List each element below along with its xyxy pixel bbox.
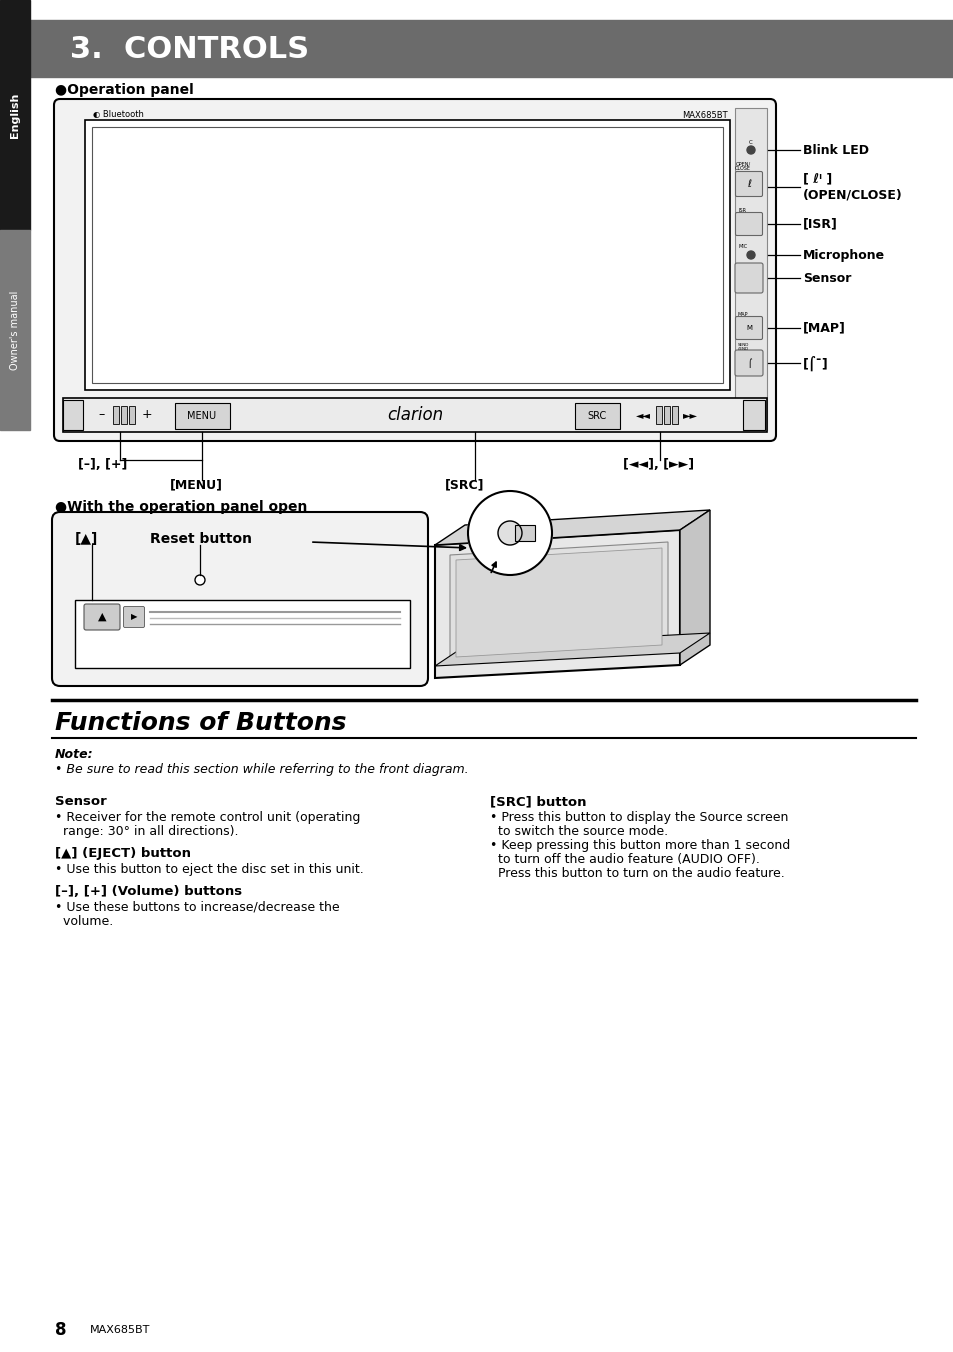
Text: [◄◄], [►►]: [◄◄], [►►] (622, 458, 694, 472)
Text: [MENU]: [MENU] (170, 479, 223, 492)
Text: ◄◄: ◄◄ (635, 410, 650, 420)
Text: MENU: MENU (187, 411, 216, 420)
FancyBboxPatch shape (735, 316, 761, 339)
Text: MIC: MIC (738, 243, 747, 249)
Bar (85, 120, 729, 389)
Bar (91, 127, 722, 383)
Bar (656, 406, 661, 425)
FancyBboxPatch shape (54, 99, 775, 441)
Text: /END: /END (738, 347, 747, 352)
FancyBboxPatch shape (734, 350, 762, 376)
Text: [ ℓᴵ ]
(OPEN/CLOSE): [ ℓᴵ ] (OPEN/CLOSE) (802, 173, 902, 201)
Bar (63, 397, 766, 433)
Bar (0, 230, 30, 430)
Text: to switch the source mode.: to switch the source mode. (490, 825, 667, 838)
Text: ►►: ►► (681, 410, 697, 420)
Text: [–], [+]: [–], [+] (78, 458, 128, 472)
FancyBboxPatch shape (123, 607, 144, 627)
Text: 8: 8 (55, 1321, 67, 1338)
Bar (0, 0, 30, 230)
Bar (671, 406, 678, 425)
Bar (174, 403, 230, 429)
FancyBboxPatch shape (735, 172, 761, 196)
Polygon shape (456, 548, 661, 657)
Circle shape (468, 491, 552, 575)
Polygon shape (435, 530, 679, 677)
Circle shape (194, 575, 205, 585)
Text: clarion: clarion (387, 406, 442, 425)
Bar (575, 403, 619, 429)
Text: OPEN/: OPEN/ (735, 161, 750, 166)
Text: Functions of Buttons: Functions of Buttons (55, 711, 346, 735)
Text: [▲]: [▲] (75, 531, 98, 546)
Bar (515, 525, 535, 541)
Text: ◐ Bluetooth: ◐ Bluetooth (92, 111, 144, 119)
Bar (121, 406, 127, 425)
Bar (75, 600, 410, 668)
Text: SEND: SEND (737, 343, 748, 347)
Text: • Use these buttons to increase/decrease the: • Use these buttons to increase/decrease… (55, 900, 339, 914)
Text: 3.  CONTROLS: 3. CONTROLS (70, 35, 309, 64)
Text: • Use this button to eject the disc set in this unit.: • Use this button to eject the disc set … (55, 863, 363, 876)
Text: [⌠¯]: [⌠¯] (802, 356, 828, 370)
FancyBboxPatch shape (734, 264, 762, 293)
Text: • Receiver for the remote control unit (operating: • Receiver for the remote control unit (… (55, 811, 360, 823)
Text: [SRC] button: [SRC] button (490, 795, 586, 808)
Text: Sensor: Sensor (55, 795, 107, 808)
Text: Note:: Note: (55, 749, 93, 761)
Bar (129, 406, 135, 425)
Text: –: – (99, 408, 105, 422)
Text: Blink LED: Blink LED (802, 143, 868, 157)
Text: MAX685BT: MAX685BT (681, 111, 727, 119)
Text: Reset button: Reset button (150, 531, 252, 546)
Text: ▶: ▶ (131, 612, 137, 622)
Polygon shape (435, 633, 709, 667)
Text: [–], [+] (Volume) buttons: [–], [+] (Volume) buttons (55, 886, 242, 898)
Text: • Be sure to read this section while referring to the front diagram.: • Be sure to read this section while ref… (55, 764, 468, 776)
Text: [▲] (EJECT) button: [▲] (EJECT) button (55, 846, 191, 860)
Bar (734, 108, 766, 430)
Text: ⌠: ⌠ (746, 358, 750, 368)
Text: [ISR]: [ISR] (802, 218, 837, 230)
Circle shape (497, 521, 521, 545)
Text: English: English (10, 92, 20, 138)
Text: range: 30° in all directions).: range: 30° in all directions). (55, 825, 238, 838)
Text: SRC: SRC (587, 411, 606, 420)
Text: Microphone: Microphone (802, 249, 884, 261)
Text: [MAP]: [MAP] (802, 322, 845, 334)
Text: volume.: volume. (55, 915, 113, 927)
Text: Press this button to turn on the audio feature.: Press this button to turn on the audio f… (490, 867, 784, 880)
Bar (112, 406, 119, 425)
Polygon shape (679, 510, 709, 665)
Text: ●Operation panel: ●Operation panel (55, 82, 193, 97)
Circle shape (746, 146, 754, 154)
Text: ℓ: ℓ (746, 178, 750, 189)
Bar (30, 20, 953, 77)
Text: ●With the operation panel open: ●With the operation panel open (55, 500, 307, 514)
Circle shape (746, 251, 754, 260)
Text: to turn off the audio feature (AUDIO OFF).: to turn off the audio feature (AUDIO OFF… (490, 853, 760, 867)
Text: ▲: ▲ (97, 612, 106, 622)
Text: +: + (142, 408, 152, 422)
Text: MAX685BT: MAX685BT (90, 1325, 151, 1334)
Text: MAP: MAP (737, 311, 747, 316)
Text: Sensor: Sensor (802, 272, 850, 284)
Text: M: M (745, 324, 751, 331)
Bar (63, 400, 83, 430)
Polygon shape (435, 510, 709, 545)
Text: CLOSE: CLOSE (734, 166, 750, 172)
FancyBboxPatch shape (735, 212, 761, 235)
FancyBboxPatch shape (52, 512, 428, 685)
Bar (663, 406, 669, 425)
Text: [SRC]: [SRC] (444, 479, 484, 492)
Text: • Press this button to display the Source screen: • Press this button to display the Sourc… (490, 811, 787, 823)
Text: Owner's manual: Owner's manual (10, 291, 20, 369)
Polygon shape (450, 542, 667, 662)
Text: • Keep pressing this button more than 1 second: • Keep pressing this button more than 1 … (490, 840, 789, 852)
Text: C: C (748, 141, 752, 145)
Text: ISR: ISR (739, 207, 746, 212)
Bar (742, 400, 764, 430)
FancyBboxPatch shape (84, 604, 120, 630)
